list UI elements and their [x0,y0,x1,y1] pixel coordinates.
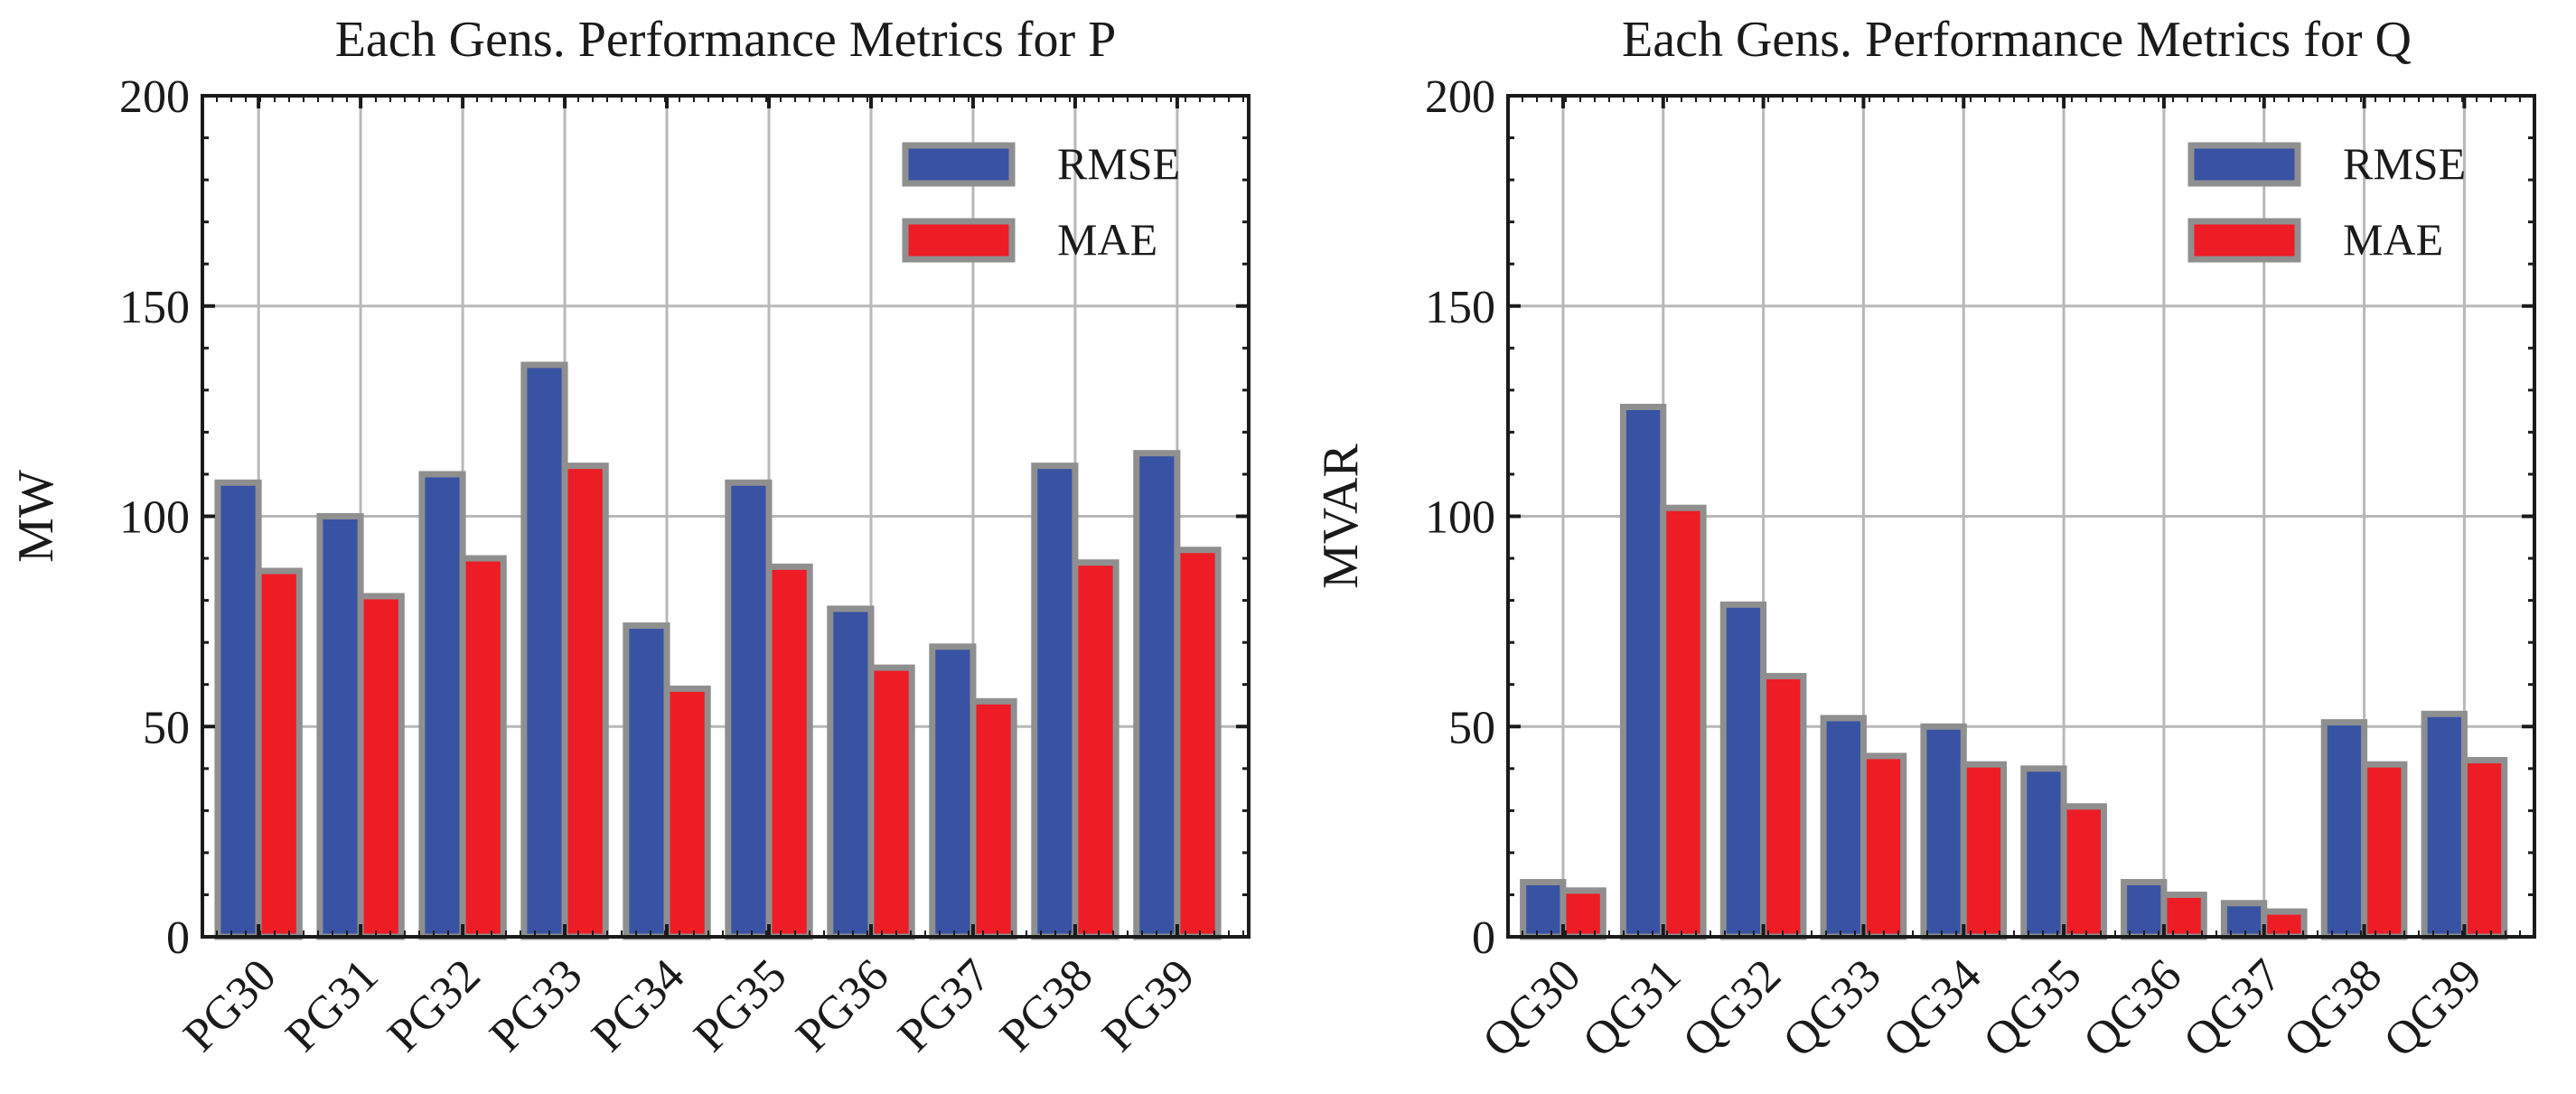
bar-mae-pg30 [255,567,303,940]
bar-rmse-pg30 [214,479,262,940]
bar-mae-qg33 [1859,753,1907,940]
x-tick-label: QG33 [1774,949,1891,1067]
legend-swatch-mae [902,218,1016,263]
x-tick-label: PG33 [480,949,592,1061]
bar-rmse-pg34 [623,622,670,940]
bar-mae-pg33 [561,463,609,940]
bar-mae-qg31 [1660,504,1707,940]
legend-swatch-rmse [2187,142,2301,187]
legend: RMSE MAE [2187,138,2466,265]
y-tick-label: 50 [1448,702,1495,753]
bars [214,361,1222,940]
x-tick-label: PG39 [1092,949,1204,1061]
x-tick-label: PG38 [990,949,1102,1061]
x-tick-label: QG34 [1874,949,1991,1067]
legend-label-rmse: RMSE [1057,138,1180,189]
bar-mae-qg30 [1560,887,1606,940]
bar-rmse-qg30 [1520,878,1567,940]
bar-rmse-qg39 [2421,710,2468,940]
chart-panel-0: Each Gens. Performance Metrics for P MW 0 5… [8,12,1251,1061]
chart-title: Each Gens. Performance Metrics for Q [1622,12,2412,68]
legend-swatch-mae [2187,218,2301,263]
bar-mae-qg39 [2460,756,2508,940]
bar-rmse-pg32 [418,471,466,940]
bar-rmse-pg31 [316,513,364,940]
bar-mae-qg35 [2060,803,2107,940]
x-tick-label: PG35 [684,949,796,1061]
chart-title: Each Gens. Performance Metrics for P [335,12,1117,68]
x-tick-label: PG31 [276,949,389,1061]
bar-rmse-pg37 [929,643,977,940]
x-tick-label: PG32 [378,949,490,1061]
y-tick-label: 200 [119,71,190,123]
legend-label-rmse: RMSE [2343,138,2466,189]
bar-rmse-qg35 [2020,765,2067,940]
bar-rmse-pg36 [827,605,875,940]
bar-rmse-qg33 [1820,715,1867,940]
bar-mae-qg38 [2361,761,2408,940]
bar-mae-pg38 [1072,559,1119,940]
y-tick-label: 150 [1425,282,1495,333]
bar-mae-qg37 [2261,908,2308,940]
y-tick-label: 50 [143,702,190,753]
x-tick-label: QG37 [2174,949,2291,1067]
legend: RMSE MAE [902,138,1180,265]
x-tick-label: QG39 [2375,949,2492,1067]
y-axis-label: MW [8,470,64,563]
bar-mae-pg34 [663,685,711,940]
bar-rmse-pg39 [1133,450,1181,940]
bar-rmse-qg32 [1719,601,1767,940]
legend-swatch-rmse [902,142,1016,187]
legend-label-mae: MAE [2343,214,2443,265]
x-tick-label: QG35 [1973,949,2091,1067]
y-tick-label: 150 [119,282,190,333]
bars [1520,403,2508,940]
bar-mae-pg31 [357,593,405,940]
bar-mae-pg37 [970,697,1017,940]
x-tick-label: PG36 [786,949,898,1061]
bar-rmse-qg31 [1619,403,1667,940]
y-tick-label: 100 [1425,492,1495,544]
x-tick-label: QG36 [2074,949,2191,1067]
bar-rmse-qg38 [2320,719,2368,940]
x-tick-label: PG30 [174,949,286,1061]
bar-rmse-qg34 [1920,723,1967,940]
y-ticks: 0 50 100 150 200 [1425,71,2534,964]
x-tick-label: QG38 [2274,949,2392,1067]
bar-rmse-qg36 [2121,878,2168,940]
y-ticks: 0 50 100 150 200 [119,71,1249,964]
y-tick-label: 200 [1425,71,1495,123]
bar-mae-qg36 [2160,891,2207,940]
y-tick-label: 0 [166,912,190,964]
y-axis-label: MVAR [1313,443,1369,588]
bar-mae-qg34 [1960,761,2008,940]
bar-mae-pg32 [459,555,507,940]
chart-panel-1: Each Gens. Performance Metrics for Q MVAR… [1313,12,2536,1067]
legend-label-mae: MAE [1057,214,1157,265]
bar-mae-pg36 [867,664,915,940]
y-tick-label: 100 [119,492,190,544]
bar-mae-qg32 [1760,672,1807,940]
x-tick-label: PG34 [582,949,694,1061]
x-tick-label: QG32 [1673,949,1791,1067]
bar-rmse-pg35 [725,479,773,940]
y-tick-label: 0 [1472,912,1495,964]
x-tick-label: PG37 [888,949,1000,1061]
x-tick-label: QG30 [1473,949,1590,1067]
bar-mae-pg35 [765,563,813,940]
bar-rmse-pg38 [1031,463,1079,940]
x-tick-label: QG31 [1573,949,1691,1067]
bar-mae-pg39 [1174,547,1222,940]
bar-rmse-pg33 [520,361,568,940]
